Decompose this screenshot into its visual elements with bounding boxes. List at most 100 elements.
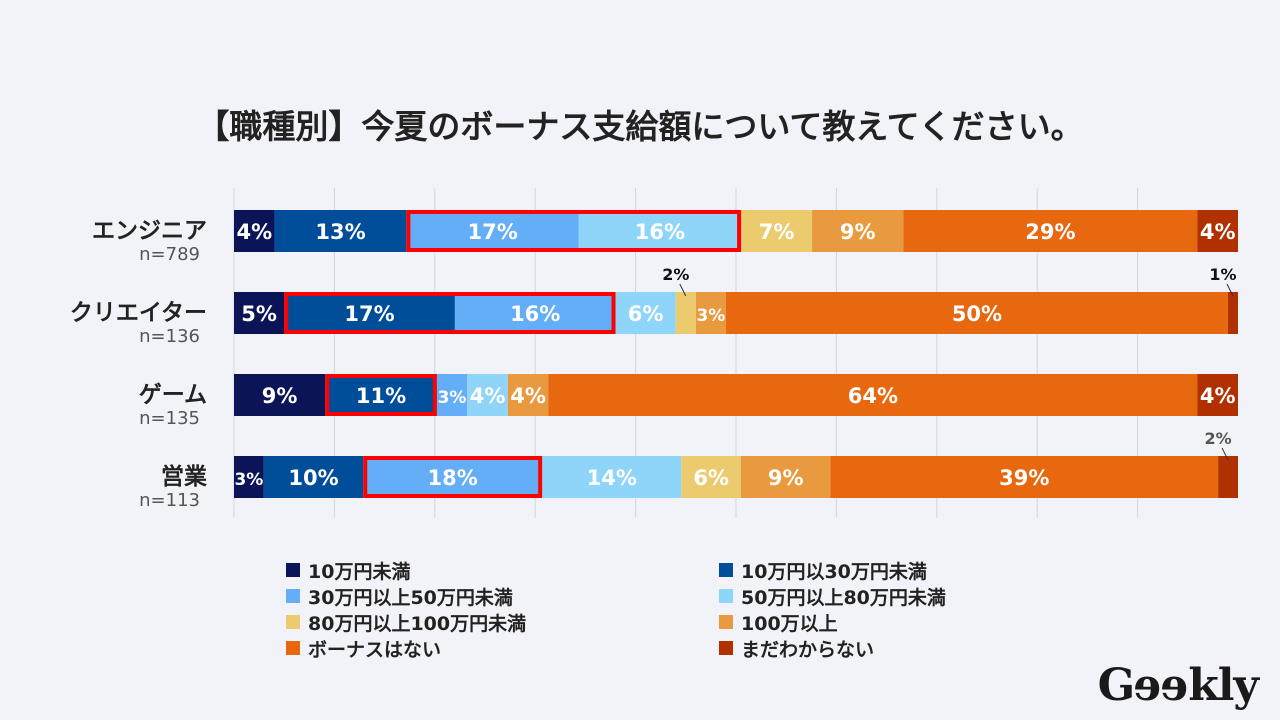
- bar-segment: [1218, 456, 1238, 498]
- bar-segment: [274, 210, 407, 252]
- bar-segment: [284, 292, 455, 334]
- legend-label: 10万円以30万円未満: [741, 560, 927, 583]
- legend-swatch: [286, 615, 300, 629]
- bar-segment: [578, 210, 742, 252]
- category-label: ゲーム: [139, 382, 207, 408]
- legend: 10万円未満 10万円以30万円未満 30万円以上50万円未満 50万円以上80万円未…: [286, 558, 1046, 661]
- leader-line: [1221, 447, 1229, 461]
- legend-swatch: [286, 641, 300, 655]
- legend-item: 10万円以30万円未満: [719, 558, 1039, 583]
- legend-swatch: [286, 589, 300, 603]
- bar-segment: [263, 456, 364, 498]
- data-label: 9%: [262, 384, 298, 408]
- bar-segment: [234, 456, 264, 498]
- data-label: 18%: [428, 466, 478, 490]
- data-label: 50%: [952, 302, 1002, 326]
- data-label: 11%: [356, 384, 406, 408]
- bar-segment: [1227, 292, 1238, 334]
- data-label: 4%: [236, 220, 272, 244]
- data-label: 64%: [848, 384, 898, 408]
- legend-item: 80万円以上100万円未満: [286, 610, 719, 635]
- data-label: 3%: [438, 388, 467, 408]
- legend-item: 30万円以上50万円未満: [286, 584, 719, 609]
- bar-segment: [1197, 374, 1238, 416]
- bar-segment: [548, 374, 1198, 416]
- data-label: 17%: [467, 220, 517, 244]
- data-label: 29%: [1025, 220, 1075, 244]
- bar-segment: [542, 456, 682, 498]
- data-label: 6%: [693, 466, 729, 490]
- bar-segment: [234, 210, 275, 252]
- legend-swatch: [719, 615, 733, 629]
- category-label: 営業: [161, 463, 208, 490]
- data-label: 2%: [662, 265, 689, 284]
- legend-label: 80万円以上100万円未満: [308, 612, 527, 635]
- legend-label: 10万円未満: [308, 560, 411, 583]
- highlight-box: [284, 292, 616, 334]
- legend-item: 10万円未満: [286, 558, 719, 583]
- data-label: 5%: [241, 302, 277, 326]
- bar-segment: [234, 374, 326, 416]
- data-label: 4%: [1200, 384, 1236, 408]
- data-label: 3%: [234, 470, 263, 490]
- leader-line: [1226, 283, 1234, 297]
- sample-size-label: n=135: [139, 408, 200, 429]
- bar-segment: [740, 456, 831, 498]
- legend-item: まだわからない: [719, 636, 1039, 661]
- bar-segment: [741, 210, 813, 252]
- legend-label: まだわからない: [741, 638, 875, 661]
- data-label: 16%: [510, 302, 560, 326]
- bar-segment: [812, 210, 904, 252]
- bar-segment: [406, 210, 579, 252]
- legend-label: ボーナスはない: [308, 638, 442, 661]
- legend-swatch: [719, 641, 733, 655]
- bar-segment: [507, 374, 549, 416]
- legend-swatch: [719, 563, 733, 577]
- bar-segment: [725, 292, 1228, 334]
- bar-segment: [615, 292, 676, 334]
- bar-segment: [830, 456, 1219, 498]
- highlight-box: [325, 374, 437, 416]
- data-label: 1%: [1209, 265, 1236, 284]
- legend-label: 50万円以上80万円未満: [741, 586, 946, 609]
- data-label: 13%: [315, 220, 365, 244]
- bar-segment: [675, 292, 696, 334]
- data-label: 7%: [759, 220, 795, 244]
- data-label: 4%: [510, 384, 546, 408]
- legend-item: 100万以上: [719, 610, 1039, 635]
- legend-label: 30万円以上50万円未満: [308, 586, 513, 609]
- bar-segment: [903, 210, 1198, 252]
- data-label: 9%: [840, 220, 876, 244]
- bar-segment: [454, 292, 616, 334]
- bar-segment: [234, 292, 285, 334]
- sample-size-label: n=789: [139, 244, 200, 265]
- legend-item: 50万円以上80万円未満: [719, 584, 1039, 609]
- bar-segment: [363, 456, 543, 498]
- data-label: 6%: [628, 302, 664, 326]
- category-label: クリエイター: [70, 300, 207, 326]
- legend-swatch: [286, 563, 300, 577]
- bar-segment: [325, 374, 437, 416]
- data-label: 4%: [470, 384, 506, 408]
- bar-segment: [1197, 210, 1238, 252]
- category-label: エンジニア: [92, 218, 207, 244]
- geekly-logo: Geekly: [1097, 660, 1259, 711]
- data-label: 3%: [696, 306, 725, 326]
- data-label: 2%: [1204, 429, 1231, 448]
- sample-size-label: n=136: [139, 326, 200, 347]
- legend-label: 100万以上: [741, 612, 838, 635]
- sample-size-label: n=113: [139, 490, 200, 511]
- data-label: 39%: [999, 466, 1049, 490]
- data-label: 14%: [587, 466, 637, 490]
- bar-segment: [695, 292, 726, 334]
- data-label: 16%: [635, 220, 685, 244]
- data-label: 17%: [344, 302, 394, 326]
- chart-title: 【職種別】今夏のボーナス支給額について教えてください。: [196, 107, 1084, 146]
- bar-segment: [681, 456, 741, 498]
- bar-segment: [467, 374, 508, 416]
- legend-swatch: [719, 589, 733, 603]
- data-label: 9%: [768, 466, 804, 490]
- highlight-box: [363, 456, 543, 498]
- data-label: 4%: [1200, 220, 1236, 244]
